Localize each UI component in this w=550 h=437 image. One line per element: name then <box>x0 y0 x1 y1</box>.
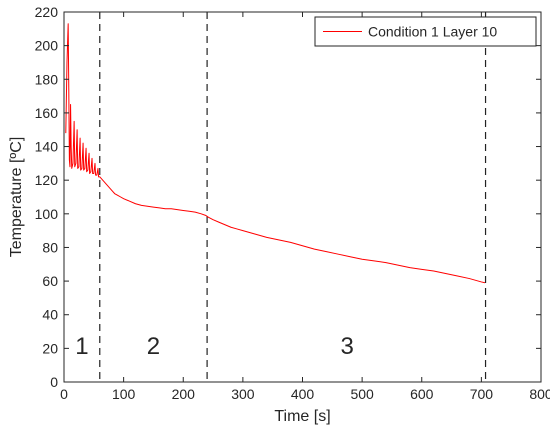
y-tick-label: 40 <box>42 307 58 323</box>
y-tick-label: 100 <box>35 206 59 222</box>
legend-label: Condition 1 Layer 10 <box>368 24 497 40</box>
y-tick-label: 20 <box>42 340 58 356</box>
x-tick-label: 0 <box>60 386 68 402</box>
plot-background <box>64 12 541 382</box>
x-tick-label: 200 <box>172 386 196 402</box>
x-tick-label: 700 <box>470 386 494 402</box>
y-tick-label: 200 <box>35 38 59 54</box>
phase-label-3: 3 <box>341 333 354 360</box>
x-tick-label: 100 <box>112 386 136 402</box>
y-tick-label: 0 <box>50 374 58 390</box>
y-tick-label: 120 <box>35 172 59 188</box>
x-tick-label: 800 <box>529 386 550 402</box>
series-line-1 <box>65 23 486 284</box>
y-tick-label: 220 <box>35 4 59 20</box>
y-axis-label: Temperature [ºC] <box>8 137 25 258</box>
phase-label-2: 2 <box>147 333 160 360</box>
phase-label-1: 1 <box>75 333 88 360</box>
plot-area: 0 100 200 300 400 500 600 700 800020406080100120… <box>8 4 550 425</box>
y-tick-label: 160 <box>35 105 59 121</box>
x-tick-label: 400 <box>291 386 315 402</box>
y-tick-label: 80 <box>42 239 58 255</box>
x-tick-label: 500 <box>350 386 374 402</box>
x-tick-label: 600 <box>410 386 434 402</box>
y-tick-label: 180 <box>35 71 59 87</box>
y-tick-label: 140 <box>35 139 59 155</box>
y-tick-label: 60 <box>42 273 58 289</box>
x-axis-label: Time [s] <box>274 408 330 425</box>
x-tick-label: 300 <box>231 386 255 402</box>
